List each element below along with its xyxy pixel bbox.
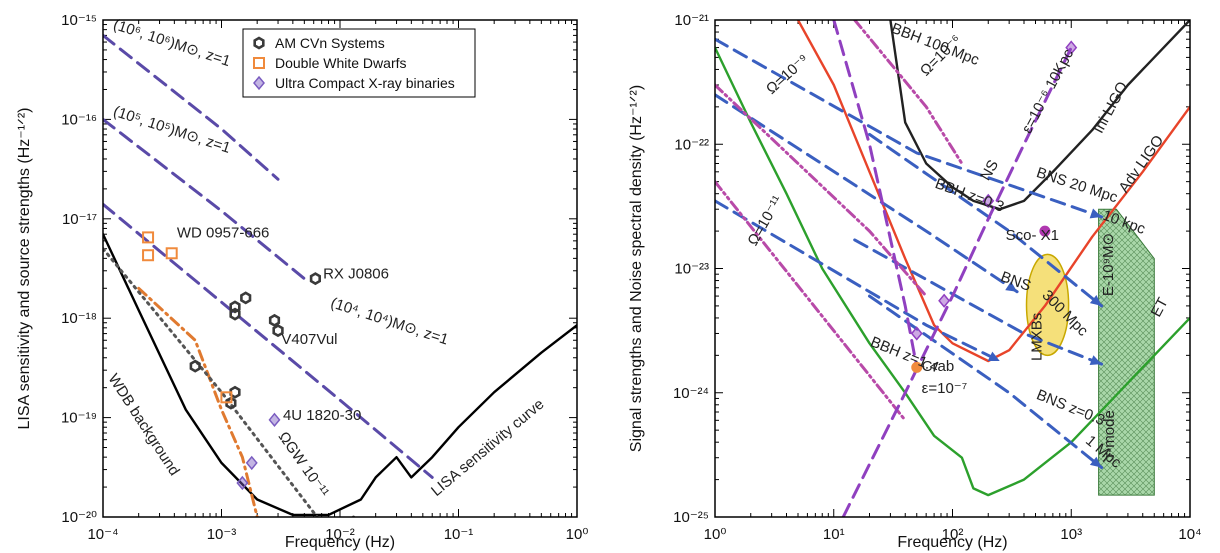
series-line-bbh-z-0-3 [715, 93, 1019, 294]
data-point-ultra-compact-x-ray-binaries [245, 455, 258, 471]
series-line-10-6 [853, 20, 964, 165]
data-point-crab [911, 361, 923, 373]
data-point-pulsars [1065, 40, 1078, 55]
series-arrowhead-bbh-z-1-4 [987, 351, 1000, 362]
y-tick-label: 10⁻¹⁵ [61, 12, 97, 29]
x-tick-label: 10⁻⁴ [87, 526, 118, 543]
annotation-4u-1820-30: 4U 1820-30 [283, 407, 361, 424]
series-line-ini-ligo [889, 20, 1190, 211]
series-line-et [715, 46, 1190, 497]
y-tick-label: 10⁻¹⁶ [61, 111, 97, 128]
data-point-ultra-compact-x-ray-binaries [268, 412, 281, 427]
data-point-am-cvn [225, 396, 237, 410]
x-tick-label: 10⁻¹ [444, 526, 474, 543]
y-tick-label: 10⁻²³ [674, 261, 709, 278]
annotation-sco-x1: Sco- X1 [1006, 227, 1059, 244]
series-line-crab-10-7 [832, 20, 919, 369]
plot-content [715, 20, 1190, 517]
x-tick-label: 10⁻² [325, 526, 355, 543]
data-point-am-cvn [189, 359, 201, 373]
data-point-pulsars [982, 193, 995, 209]
x-tick-label: 10⁰ [704, 526, 727, 543]
series-line-10-11 [715, 180, 907, 422]
y-tick-label: 10⁻²¹ [674, 12, 709, 29]
y-tick-label: 10⁻²⁵ [673, 509, 709, 526]
annotation-lmxbs: LMXBs [1028, 313, 1045, 361]
annotation-r-mode: r-mode [1101, 410, 1118, 458]
annotation-rx-j0806: RX J0806 [323, 266, 389, 283]
series-line-bbh-z-1-4 [715, 199, 1002, 363]
x-tick-label: 10⁻³ [207, 526, 237, 543]
y-tick-label: 10⁻²⁰ [61, 509, 97, 526]
series-line-ns-10-6 [841, 46, 1073, 517]
data-point-am-cvn [272, 324, 284, 338]
legend-label: Ultra Compact X-ray binaries [275, 75, 455, 91]
x-tick-label: 10⁰ [566, 526, 589, 543]
annotation-10-7: ε=10⁻⁷ [922, 380, 967, 397]
series-line-lisa-sensitivity-curve [103, 233, 577, 517]
x-tick-label: 10⁴ [1178, 526, 1201, 543]
data-point-pulsars [938, 293, 951, 308]
data-point-double-white-dwarfs [142, 249, 155, 262]
data-point-double-white-dwarfs [220, 391, 233, 404]
legend: AM CVn Systems Double White Dwarfs Ultra C… [242, 28, 476, 98]
x-tick-label: 10² [942, 526, 964, 543]
series-arrowhead-bns-20-mpc [1089, 295, 1102, 306]
y-tick-label: 10⁻¹⁷ [62, 211, 97, 228]
annotation-e-109m: E-10⁹M⊙ [1100, 233, 1117, 296]
region-lmxbs [1025, 253, 1070, 357]
data-point-ultra-compact-x-ray-binaries [236, 475, 249, 491]
x-axis-label: Frequency (Hz) [897, 534, 1007, 551]
legend-marker-square [253, 57, 265, 69]
series-line-gw-10-11 [103, 247, 355, 517]
legend-marker-diamond [253, 75, 265, 91]
y-tick-label: 10⁻¹⁸ [61, 310, 97, 327]
plot-frame [714, 19, 1191, 518]
y-axis-label: Signal strengths and Noise spectral dens… [628, 85, 645, 452]
series-line-106-106-m-z-1 [103, 33, 280, 181]
data-point-sco-x1 [1039, 225, 1051, 237]
series-arrowhead-bns-300-mpc [1089, 355, 1102, 366]
legend-label: Double White Dwarfs [275, 55, 407, 71]
series-line-105-105-m-z-1 [103, 117, 306, 281]
y-tick-label: 10⁻²² [674, 136, 709, 153]
x-tick-label: 10¹ [823, 526, 845, 543]
data-point-am-cvn [268, 313, 281, 327]
series-line-bbh-100-mpc [715, 37, 1104, 219]
series-line-wdb-background [137, 286, 259, 517]
x-axis-label: Frequency (Hz) [285, 534, 395, 551]
y-tick-label: 10⁻¹⁹ [61, 410, 97, 427]
annotation-v407vul: V407Vul [281, 331, 337, 348]
annotation-crab: Crab [922, 358, 955, 375]
data-point-am-cvn [229, 307, 241, 321]
y-axis-label: LISA sensitivity and source strengths (H… [16, 108, 33, 430]
series-line-104-104-m-z-1 [103, 202, 434, 479]
data-point-double-white-dwarfs [165, 247, 178, 260]
series-line-bns-300-mpc [853, 238, 1104, 366]
series-arrowhead-bbh-100-mpc [1089, 208, 1102, 219]
series-line-bns-20-mpc [868, 132, 1104, 308]
data-point-am-cvn [229, 385, 241, 399]
series-arrowhead-bns-z-0-3 [1089, 456, 1102, 468]
series-line-adv-ligo [796, 20, 1190, 363]
data-point-am-cvn [309, 272, 322, 286]
plot-content [103, 33, 577, 517]
legend-marker-hexagon [253, 36, 265, 50]
plot-frame [102, 19, 578, 518]
annotation-wd-0957-666: WD 0957-666 [177, 224, 270, 241]
y-tick-label: 10⁻²⁴ [673, 385, 709, 402]
data-point-pulsars [910, 326, 923, 341]
legend-label: AM CVn Systems [275, 35, 385, 51]
series-arrowhead-bbh-z-0-3 [1005, 281, 1018, 292]
data-point-am-cvn [240, 291, 252, 305]
legend-box [242, 28, 476, 98]
data-point-am-cvn [229, 300, 241, 314]
series-line-10-9 [715, 83, 928, 298]
x-tick-label: 10³ [1060, 526, 1082, 543]
data-point-double-white-dwarfs [142, 231, 155, 244]
